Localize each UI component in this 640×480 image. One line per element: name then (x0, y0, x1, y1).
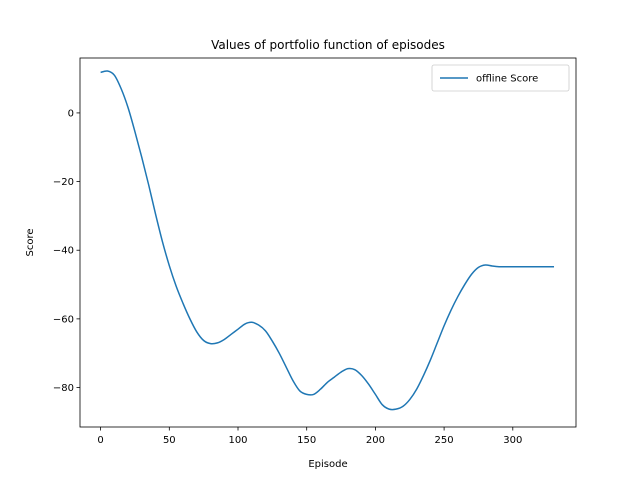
series-lines (100, 70, 555, 411)
chart-title: Values of portfolio function of episodes (211, 38, 445, 52)
x-tick-label: 200 (366, 435, 385, 446)
x-tick-label: 50 (163, 435, 176, 446)
x-axis-label: Episode (308, 459, 347, 470)
y-axis-label: Score (25, 228, 36, 256)
y-tick-label: −40 (53, 246, 74, 257)
legend-label: offline Score (476, 74, 538, 85)
x-tick-label: 0 (97, 435, 103, 446)
series-line-0 (100, 70, 555, 411)
y-tick-label: −80 (53, 383, 74, 394)
y-tick-label: 0 (68, 108, 74, 119)
y-tick-label: −60 (53, 314, 74, 325)
x-tick-label: 150 (297, 435, 316, 446)
x-tick-label: 100 (228, 435, 247, 446)
legend: offline Score (431, 64, 570, 92)
x-tick-label: 250 (435, 435, 454, 446)
y-tick-label: −20 (53, 177, 74, 188)
axis-ticks: 0 50 100 150 200 250 300 0 −20 −40 −60 −80 (53, 108, 522, 446)
legend-box (431, 64, 570, 92)
plot-frame (79, 57, 577, 428)
x-tick-label: 300 (503, 435, 522, 446)
